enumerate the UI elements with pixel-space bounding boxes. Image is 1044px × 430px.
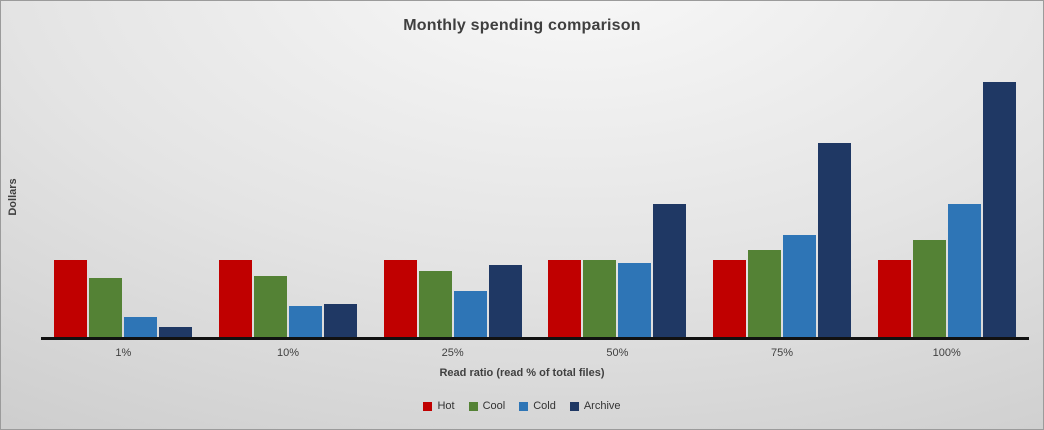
- legend-label: Cool: [482, 400, 506, 412]
- bar-archive: [653, 204, 687, 337]
- bar-group: [864, 56, 1029, 337]
- x-axis-tick-row: 1% 10% 25% 50% 75% 100%: [41, 347, 1029, 359]
- bar-hot: [877, 260, 911, 337]
- bar-hot: [54, 260, 88, 337]
- legend-item-hot: Hot: [423, 400, 455, 412]
- legend-label: Hot: [437, 400, 455, 412]
- y-axis-title: Dollars: [7, 178, 19, 216]
- bar-group: [535, 56, 700, 337]
- bar-cool: [912, 239, 946, 337]
- bar-hot: [383, 260, 417, 337]
- x-tick-label: 75%: [771, 347, 794, 359]
- x-tick-label: 25%: [441, 347, 464, 359]
- bar-archive: [818, 142, 852, 337]
- bar-cool: [89, 278, 123, 337]
- bar-cold: [124, 316, 158, 337]
- legend-swatch-hot: [423, 401, 433, 411]
- bar-cold: [783, 234, 817, 337]
- x-tick-label: 10%: [276, 347, 300, 359]
- chart-title: Monthly spending comparison: [403, 17, 641, 34]
- bar-cool: [418, 270, 452, 337]
- bar-cold: [618, 262, 652, 337]
- bar-archive: [159, 326, 193, 337]
- bar-cold: [947, 204, 981, 337]
- bar-group: [41, 56, 206, 337]
- bar-archive: [982, 81, 1016, 337]
- bar-cool: [254, 275, 287, 337]
- x-tick-label: 50%: [606, 347, 629, 359]
- x-tick-label: 1%: [115, 347, 132, 359]
- bar-group: [206, 56, 371, 337]
- legend-item-archive: Archive: [569, 400, 621, 412]
- legend-item-cool: Cool: [468, 400, 506, 412]
- legend: Hot Cool Cold Archive: [1, 400, 1043, 412]
- bar-cool: [748, 250, 782, 337]
- bar-cold: [289, 306, 322, 337]
- legend-swatch-cold: [519, 401, 529, 411]
- bar-hot: [219, 260, 252, 337]
- plot-area: [41, 56, 1029, 340]
- bar-cold: [453, 291, 487, 337]
- bar-archive: [324, 303, 357, 337]
- legend-label: Archive: [583, 400, 621, 412]
- bar-group: [370, 56, 535, 337]
- bar-archive: [488, 265, 522, 337]
- legend-swatch-archive: [569, 401, 579, 411]
- bar-hot: [548, 260, 582, 337]
- bar-group: [700, 56, 865, 337]
- legend-swatch-cool: [468, 401, 478, 411]
- bar-hot: [713, 260, 747, 337]
- legend-item-cold: Cold: [519, 400, 556, 412]
- x-tick-label: 100%: [932, 347, 961, 359]
- x-axis-title: Read ratio (read % of total files): [439, 367, 605, 379]
- bar-cool: [583, 260, 617, 337]
- legend-label: Cold: [533, 400, 556, 412]
